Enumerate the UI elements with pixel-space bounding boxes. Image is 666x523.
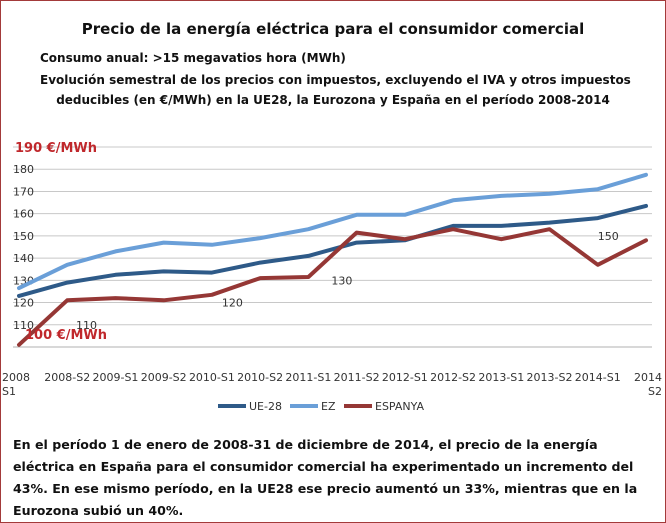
x-tick-label: 2013-S1 [478,371,524,384]
y-tick-label: 150 [13,230,34,243]
y-tick-label: 170 [13,185,34,198]
x-tick-label-line: 2009-S1 [92,371,138,384]
x-tick-label-line: S1 [2,385,16,398]
summary-paragraph: En el período 1 de enero de 2008-31 de d… [13,437,638,518]
value-annotation: 120 [222,297,243,310]
description-line-1: Evolución semestral de los precios con i… [40,73,631,87]
x-tick-label-line: 2008 [2,371,30,384]
value-annotation: 150 [598,230,619,243]
x-tick-label-line: 2014-S1 [575,371,621,384]
x-tick-label: 2012-S2 [430,371,476,384]
x-tick-label: 2014-S1 [575,371,621,384]
y-tick-label: 180 [13,163,34,176]
x-tick-label-line: 2013-S1 [478,371,524,384]
x-tick-label: 2008 S1 [2,371,30,398]
x-tick-label: 2014 S2 [634,371,662,398]
x-tick-label-line: 2011-S1 [285,371,331,384]
x-tick-label: 2013-S2 [527,371,573,384]
gridlines [13,146,652,348]
x-tick-label-line: 2010-S2 [237,371,283,384]
x-tick-label-line: 2012-S2 [430,371,476,384]
series-line-ez [17,172,648,291]
legend: UE-28 EZ ESPANYA [218,400,424,413]
y-tick-label: 110 [13,319,34,332]
x-tick-label-line: 2011-S2 [334,371,380,384]
consumption-subtitle: Consumo anual: >15 megavatios hora (MWh) [40,51,346,65]
x-tick-label-line: 2009-S2 [141,371,187,384]
x-tick-label: 2011-S2 [334,371,380,384]
x-tick-label-line: 2012-S1 [382,371,428,384]
x-tick-label: 2008-S2 [44,371,90,384]
legend-label-espanya: ESPANYA [375,400,424,413]
x-tick-label-line: 2008-S2 [44,371,90,384]
x-tick-label: 2009-S2 [141,371,187,384]
y-tick-label: 140 [13,252,34,265]
legend-label-ue-28: UE-28 [249,400,282,413]
description-line-2: deducibles (en €/MWh) en la UE28, la Eur… [56,93,610,107]
x-tick-label: 2012-S1 [382,371,428,384]
series-line-ue-28 [17,203,648,298]
x-tick-label: 2010-S2 [237,371,283,384]
x-axis-ticks: 2008 S1 2008-S2 2009-S1 2009-S2 2010-S1 2010-S… [2,371,662,398]
x-tick-label: 2010-S1 [189,371,235,384]
y-tick-label: 120 [13,297,34,310]
x-tick-label: 2011-S1 [285,371,331,384]
annotations: 190 €/MWh 100 €/MWh 110 120 130 150 [15,141,619,343]
x-tick-label-line: 2013-S2 [527,371,573,384]
x-tick-label: 2009-S1 [92,371,138,384]
series-lines [17,172,648,347]
x-tick-label-line: 2014 [634,371,662,384]
value-annotation: 110 [76,319,97,332]
chart-title: Precio de la energía eléctrica para el c… [81,20,585,38]
y-tick-label: 160 [13,208,34,221]
legend-label-ez: EZ [321,400,336,413]
value-annotation: 130 [331,274,352,287]
top-range-label: 190 €/MWh [15,141,97,156]
series-line-espanya [17,227,648,347]
x-tick-label-line: 2010-S1 [189,371,235,384]
bottom-range-label: 100 €/MWh [25,328,107,343]
x-tick-label-line: S2 [648,385,662,398]
